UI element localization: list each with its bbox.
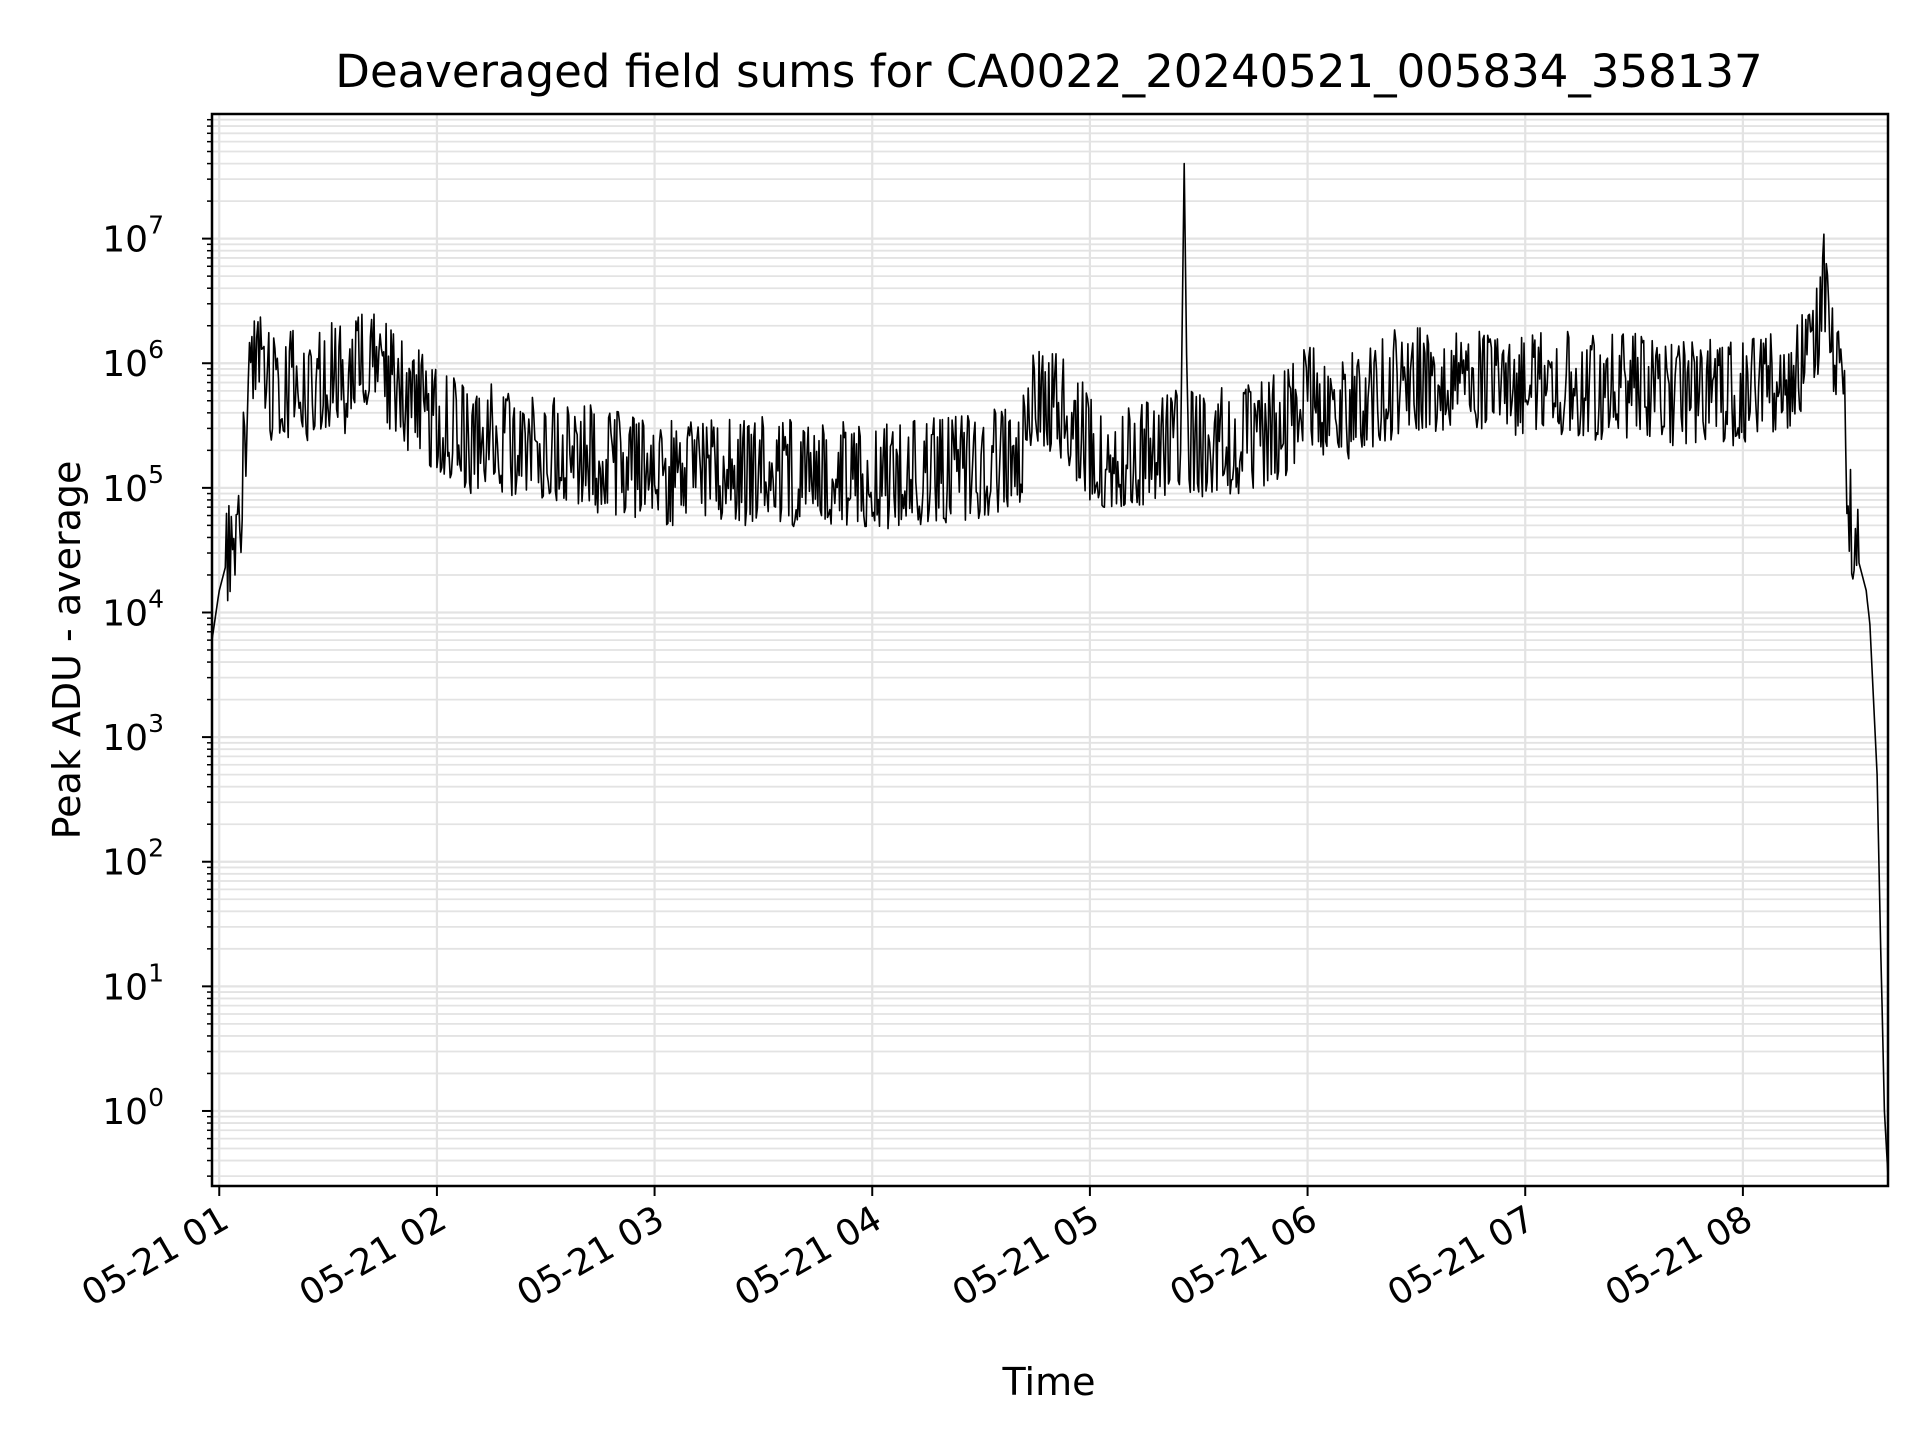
x-tick-label: 05-21 01	[75, 1198, 236, 1314]
x-tick-label: 05-21 07	[1381, 1198, 1542, 1314]
x-tick-label: 05-21 08	[1599, 1198, 1760, 1314]
chart-title: Deaveraged field sums for CA0022_2024052…	[335, 45, 1762, 98]
y-tick-label: 103	[102, 709, 164, 759]
y-tick-label: 102	[102, 834, 164, 884]
gridlines	[212, 114, 1888, 1186]
series-line	[211, 162, 1889, 1177]
x-tick-label: 05-21 06	[1163, 1198, 1324, 1314]
x-axis: 05-21 01 05-21 02 05-21 03 05-21 04 05-21 05…	[75, 1186, 1759, 1315]
x-tick-label: 05-21 03	[510, 1198, 671, 1314]
y-axis-label: Peak ADU - average	[45, 461, 89, 840]
x-axis-label: Time	[1002, 1360, 1096, 1404]
x-tick-label: 05-21 02	[293, 1198, 454, 1314]
y-tick-label: 101	[102, 958, 164, 1008]
y-tick-label: 106	[102, 335, 164, 385]
x-tick-label: 05-21 05	[946, 1198, 1107, 1314]
y-axis: 100 101 102 103 104 105 106 107	[102, 118, 212, 1177]
y-tick-label: 104	[102, 584, 164, 634]
y-tick-label: 107	[102, 211, 164, 261]
y-tick-label: 100	[102, 1083, 164, 1133]
x-tick-label: 05-21 04	[728, 1198, 889, 1314]
y-tick-label: 105	[102, 460, 164, 510]
